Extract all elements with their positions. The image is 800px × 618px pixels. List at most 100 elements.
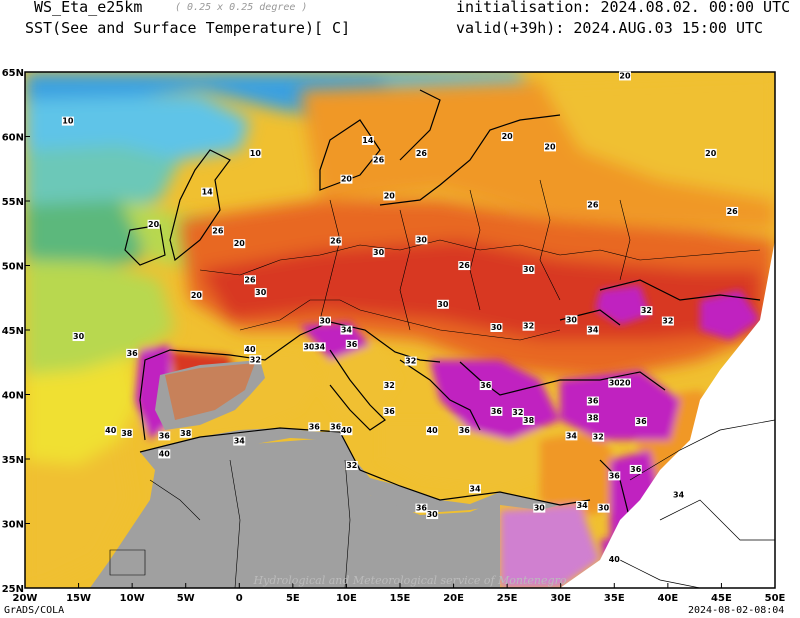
contour-label-bg <box>586 325 599 335</box>
contour-label-bg <box>254 288 267 298</box>
contour-label-bg <box>704 148 717 158</box>
contour-label-bg <box>661 316 674 326</box>
lat-tick-label: 65N <box>2 68 24 79</box>
lon-tick-label: 20E <box>443 593 464 604</box>
lat-tick-label: 45N <box>2 326 24 337</box>
model-name: WS_Eta_e25km <box>34 0 143 16</box>
contour-label-bg <box>479 381 492 391</box>
contour-label-bg <box>61 116 74 126</box>
contour-label: 14 <box>202 188 214 197</box>
contour-label-bg <box>586 200 599 210</box>
contour-label: 34 <box>577 501 589 510</box>
contour-label-bg <box>72 332 85 342</box>
contour-label: 20 <box>544 142 556 151</box>
contour-label: 20 <box>234 239 246 248</box>
lat-tick-label: 30N <box>2 520 24 531</box>
contour-label-bg <box>249 148 262 158</box>
lon-tick-label: 20W <box>13 593 38 604</box>
contour-label-bg <box>158 449 171 459</box>
contour-label: 26 <box>373 155 385 164</box>
contour-label: 20 <box>191 291 203 300</box>
contour-label-bg <box>522 321 535 331</box>
contour-label: 32 <box>523 322 534 331</box>
contour-label-bg <box>345 461 358 471</box>
contour-label: 38 <box>523 416 535 425</box>
contour-label-bg <box>576 501 589 511</box>
contour-label-bg <box>426 510 439 520</box>
contour-label: 36 <box>459 426 471 435</box>
contour-label: 40 <box>609 555 621 564</box>
contour-label: 36 <box>630 465 642 474</box>
contour-label-bg <box>511 408 524 418</box>
contour-label: 36 <box>416 504 428 513</box>
grads-credit: GrADS/COLA <box>4 605 65 616</box>
contour-label-bg <box>619 71 631 81</box>
contour-label-bg <box>372 248 385 258</box>
contour-label-bg <box>436 299 449 309</box>
contour-label: 30 <box>416 235 428 244</box>
contour-label: 32 <box>641 306 652 315</box>
contour-label-bg <box>233 239 246 249</box>
africa-land <box>25 428 560 588</box>
contour-label: 36 <box>330 422 342 431</box>
contour-label-bg <box>586 413 599 423</box>
contour-label-bg <box>179 428 192 438</box>
longitude-ticks: 20W 15W 10W 5W 0 5E 10E 15E 20E 25E 30E 35E 40E 45E 50… <box>13 583 786 604</box>
contour-label: 36 <box>384 407 396 416</box>
contour-label: 30 <box>598 504 610 513</box>
contour-label-bg <box>340 325 353 335</box>
contour-label: 34 <box>587 326 599 335</box>
run-timestamp: 2024-08-02-08:04 <box>688 605 785 616</box>
contour-label: 32 <box>250 355 261 364</box>
contour-label: 14 <box>362 136 374 145</box>
lon-tick-label: 45E <box>711 593 732 604</box>
contour-label: 36 <box>159 431 171 440</box>
contour-label-bg <box>329 422 342 432</box>
borders <box>109 179 775 588</box>
contour-label-bg <box>308 422 321 432</box>
lat-tick-label: 40N <box>2 391 24 402</box>
contour-label-bg <box>345 339 358 349</box>
contour-label-bg <box>383 406 396 416</box>
lat-tick-label: 60N <box>2 133 24 144</box>
contour-label-bg <box>319 316 331 326</box>
contour-label: 30 <box>303 342 315 351</box>
contour-label-bg <box>522 264 535 274</box>
contour-label-bg <box>361 135 374 145</box>
contour-label-bg <box>302 342 315 352</box>
contour-label-bg <box>597 503 610 513</box>
contour-label-bg <box>629 464 642 474</box>
contour-label: 30 <box>609 378 621 387</box>
initialisation-time: initialisation: 2024.08.02. 00:00 UTC <box>456 0 791 16</box>
contour-label: 40 <box>159 449 171 458</box>
contour-label-bg <box>244 275 256 285</box>
contour-label: 30 <box>319 317 331 326</box>
contour-label-bg <box>190 290 203 300</box>
contour-label: 20 <box>705 149 717 158</box>
contour-label-bg <box>372 155 385 165</box>
contour-label: 32 <box>384 381 395 390</box>
iberia-warm <box>165 363 255 420</box>
contour-label-bg <box>201 187 214 197</box>
contour-label: 34 <box>341 326 353 335</box>
contour-label: 20 <box>341 175 353 184</box>
lon-tick-label: 15E <box>390 593 411 604</box>
contour-label-bg <box>329 236 342 246</box>
contour-label: 38 <box>180 429 192 438</box>
contour-label-bg <box>415 235 428 245</box>
lat-tick-label: 35N <box>2 455 24 466</box>
lon-tick-label: 5W <box>177 593 195 604</box>
contour-label-bg <box>383 191 396 201</box>
contour-label: 30 <box>427 510 439 519</box>
contour-label: 20 <box>384 191 396 200</box>
contour-label-bg <box>120 428 133 438</box>
lon-tick-label: 30E <box>550 593 571 604</box>
coastlines <box>124 89 761 588</box>
lon-tick-label: 10E <box>336 593 357 604</box>
contour-label: 36 <box>609 471 621 480</box>
contour-label: 20 <box>619 71 631 80</box>
contour-label-bg <box>726 206 739 216</box>
contour-label-bg <box>158 431 171 441</box>
contour-label: 30 <box>437 300 449 309</box>
lon-tick-label: 25E <box>497 593 518 604</box>
